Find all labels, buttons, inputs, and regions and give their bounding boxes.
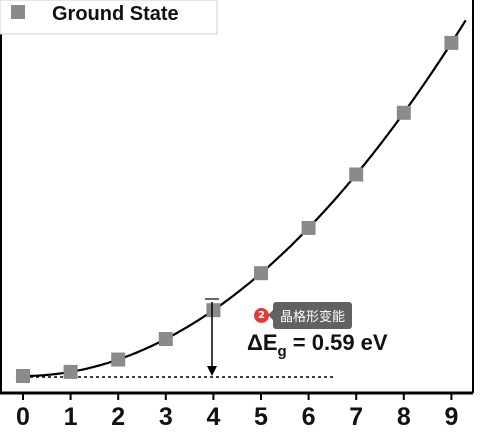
legend-marker xyxy=(11,5,25,19)
x-tick-label: 4 xyxy=(206,403,220,431)
data-point xyxy=(349,167,364,182)
data-point xyxy=(396,105,411,120)
x-tick-label: 3 xyxy=(159,403,173,431)
data-point xyxy=(63,364,78,379)
x-tick-label: 2 xyxy=(111,403,125,431)
x-tick-label: 8 xyxy=(397,403,411,431)
energy-gap-annotation: ΔEg = 0.59 eV xyxy=(247,330,388,360)
data-point xyxy=(158,331,173,346)
legend: Ground State xyxy=(0,0,218,35)
x-tick-label: 5 xyxy=(254,403,268,431)
x-tick-label: 7 xyxy=(349,403,363,431)
data-point xyxy=(444,35,459,50)
data-point xyxy=(301,220,316,235)
legend-label: Ground State xyxy=(52,3,179,25)
data-point xyxy=(254,266,268,281)
energy-gap-arrow xyxy=(205,298,219,376)
x-tick-label: 6 xyxy=(302,403,316,431)
fit-curve xyxy=(15,19,467,378)
tooltip-badge: 2 xyxy=(254,307,269,323)
x-tick-labels: 0 1 2 3 4 5 6 7 8 9 xyxy=(16,403,458,431)
data-points xyxy=(16,35,459,383)
tooltip-label: 晶格形变能 xyxy=(267,301,353,329)
data-point xyxy=(111,352,126,367)
x-tick-label: 9 xyxy=(444,403,458,431)
x-ticks xyxy=(22,393,453,400)
x-tick-label: 1 xyxy=(64,403,78,431)
data-point xyxy=(206,303,221,318)
data-point xyxy=(16,369,30,383)
x-tick-label: 0 xyxy=(16,403,30,431)
tooltip[interactable]: 2 晶格形变能 xyxy=(254,301,353,329)
